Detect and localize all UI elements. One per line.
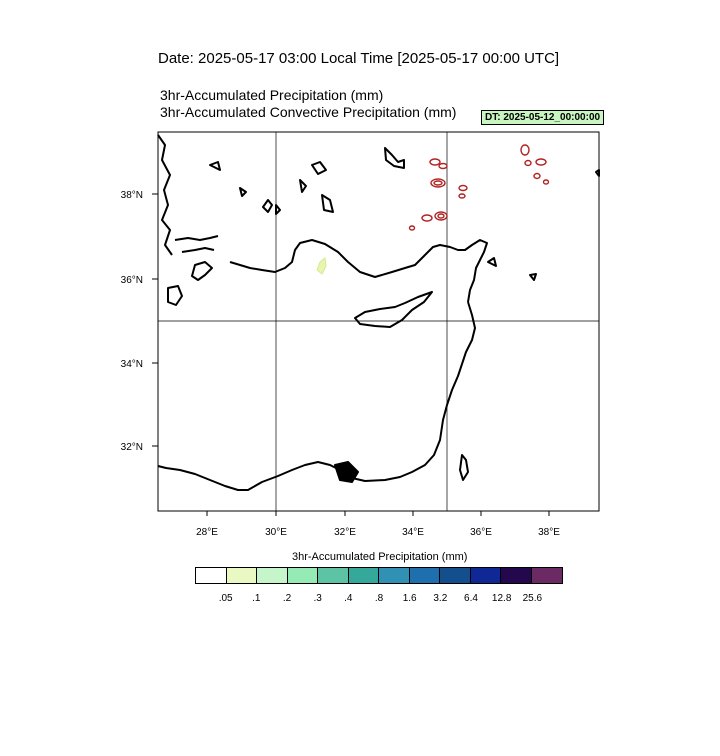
colorbar-swatch (409, 568, 440, 583)
colorbar-label: .4 (344, 593, 353, 604)
colorbar-swatch (379, 568, 410, 583)
colorbar-label: .1 (252, 593, 261, 604)
coastlines (157, 134, 600, 491)
colorbar-swatch (501, 568, 532, 583)
colorbar-swatch (257, 568, 288, 583)
colorbar-label: 6.4 (464, 593, 478, 604)
convective-contours (408, 144, 550, 231)
lat-tick-label: 36°N (121, 275, 143, 286)
colorbar-label: .05 (218, 593, 233, 604)
colorbar-swatch (318, 568, 349, 583)
lat-tick-label: 34°N (121, 359, 143, 370)
colorbar-swatch (287, 568, 318, 583)
lon-tick-label: 38°E (538, 527, 560, 538)
colorbar-label: 3.2 (433, 593, 448, 604)
lat-axis (152, 193, 158, 447)
lat-tick-label: 32°N (121, 442, 143, 453)
colorbar-labels: .05 .1 .2 .3 .4 .8 1.6 3.2 6.4 12.8 25.6 (195, 593, 563, 607)
colorbar-swatch (348, 568, 379, 583)
dt-badge: DT: 2025-05-12_00:00:00 (481, 110, 605, 125)
map-frame (157, 131, 600, 512)
colorbar-label: .2 (282, 593, 292, 604)
colorbar (195, 567, 563, 584)
colorbar-label: 1.6 (402, 593, 417, 604)
colorbar-label: 12.8 (491, 593, 512, 604)
date-title: Date: 2025-05-17 03:00 Local Time [2025-… (158, 50, 560, 67)
lat-tick-label: 38°N (121, 190, 143, 201)
colorbar-swatch (440, 568, 471, 583)
title-precipitation: 3hr-Accumulated Precipitation (mm) (160, 87, 384, 103)
lon-tick-label: 32°E (334, 527, 356, 538)
colorbar-label: 25.6 (522, 593, 543, 604)
lon-tick-label: 36°E (470, 527, 492, 538)
colorbar-swatch (531, 568, 562, 583)
title-convective-precipitation: 3hr-Accumulated Convective Precipitation… (160, 104, 457, 120)
lon-tick-label: 30°E (265, 527, 287, 538)
colorbar-swatch (470, 568, 501, 583)
colorbar-swatch (196, 568, 227, 583)
lon-tick-label: 28°E (196, 527, 218, 538)
lon-tick-label: 34°E (402, 527, 424, 538)
colorbar-title: 3hr-Accumulated Precipitation (mm) (292, 551, 468, 563)
lon-tick-labels: 28°E 30°E 32°E 34°E 36°E 38°E (196, 527, 560, 538)
colorbar-swatch (226, 568, 257, 583)
lon-axis (206, 511, 550, 516)
colorbar-label: .8 (374, 593, 384, 604)
colorbar-label: .3 (313, 593, 322, 604)
precip-patch (316, 257, 327, 275)
lat-tick-labels: 38°N 36°N 34°N 32°N (121, 190, 143, 453)
